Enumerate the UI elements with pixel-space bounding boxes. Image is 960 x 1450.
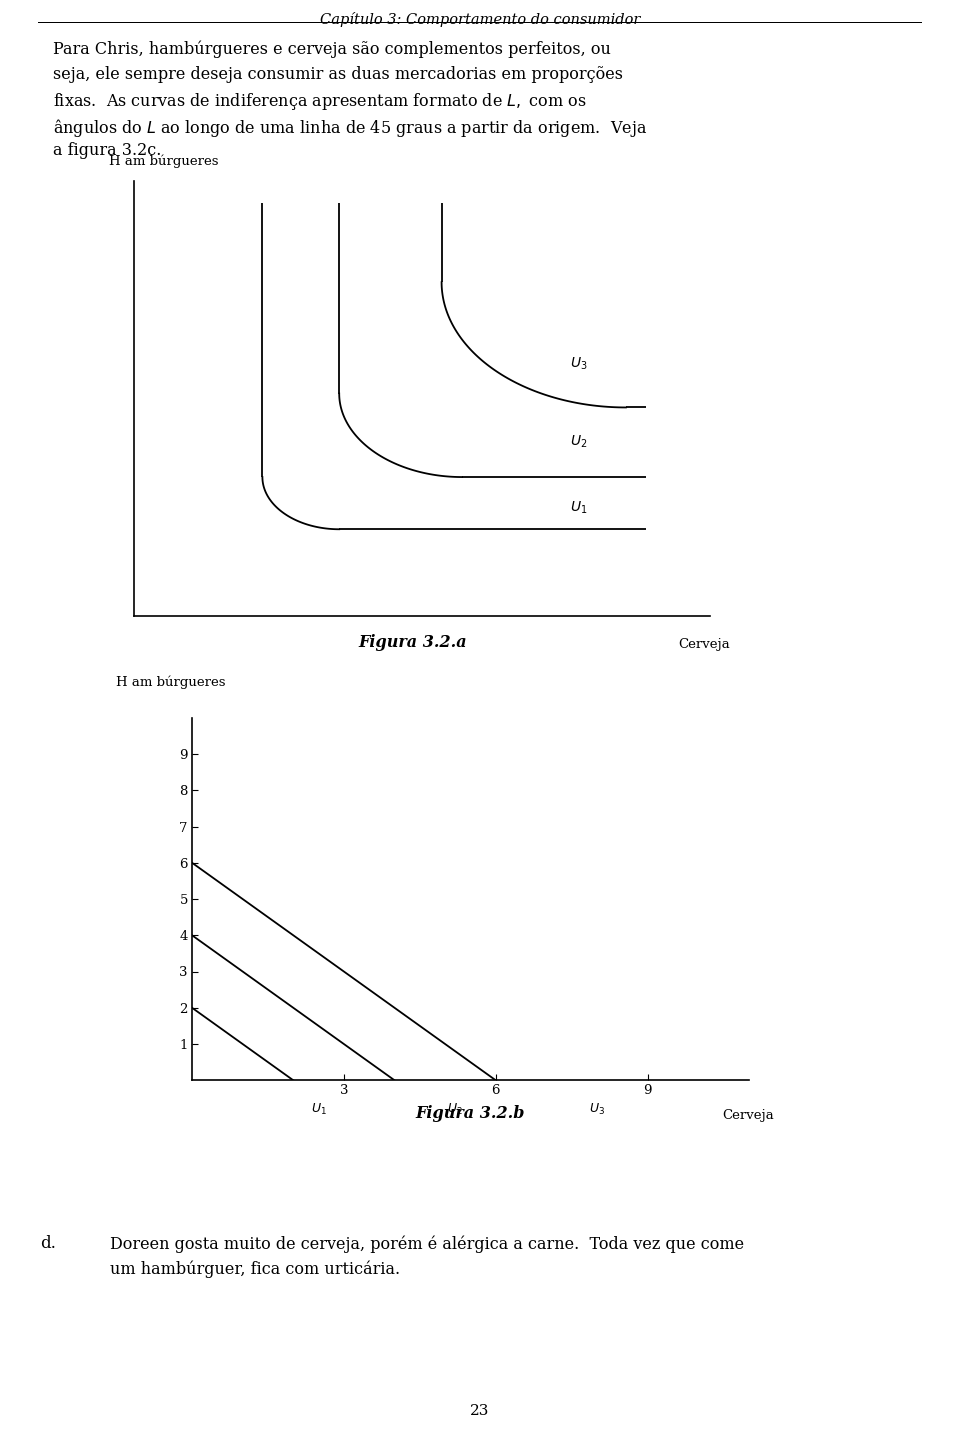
Text: Figura 3.2.a: Figura 3.2.a (358, 634, 468, 651)
Text: Cerveja: Cerveja (678, 638, 730, 651)
Text: H am búrgueres: H am búrgueres (116, 676, 226, 689)
Text: Figura 3.2.b: Figura 3.2.b (416, 1105, 525, 1122)
Text: a figura 3.2c.: a figura 3.2c. (53, 142, 161, 160)
Text: Cerveja: Cerveja (722, 1109, 774, 1122)
Text: Capítulo 3: Comportamento do consumidor: Capítulo 3: Comportamento do consumidor (320, 12, 640, 28)
Text: d.: d. (40, 1235, 57, 1253)
Text: $U_1$: $U_1$ (569, 499, 587, 516)
Text: ângulos do $L$ ao longo de uma linha de 45 graus a partir da origem.  Veja: ângulos do $L$ ao longo de uma linha de … (53, 117, 647, 139)
Text: fixas.  As curvas de indiferença apresentam formato de $L,$ com os: fixas. As curvas de indiferença apresent… (53, 91, 587, 112)
Text: Doreen gosta muito de cerveja, porém é alérgica a carne.  Toda vez que come: Doreen gosta muito de cerveja, porém é a… (110, 1235, 745, 1253)
Text: $U_3$: $U_3$ (588, 1102, 605, 1116)
Text: $U_1$: $U_1$ (311, 1102, 326, 1116)
Text: $U_3$: $U_3$ (569, 355, 588, 373)
Text: um hambúrguer, fica com urticária.: um hambúrguer, fica com urticária. (110, 1260, 400, 1277)
Text: Para Chris, hambúrgueres e cerveja são complementos perfeitos, ou: Para Chris, hambúrgueres e cerveja são c… (53, 41, 611, 58)
Text: H am búrgueres: H am búrgueres (108, 155, 218, 168)
Text: 23: 23 (470, 1404, 490, 1418)
Text: seja, ele sempre deseja consumir as duas mercadorias em proporções: seja, ele sempre deseja consumir as duas… (53, 65, 623, 83)
Text: $U_2$: $U_2$ (447, 1102, 463, 1116)
Text: $U_2$: $U_2$ (569, 434, 587, 451)
